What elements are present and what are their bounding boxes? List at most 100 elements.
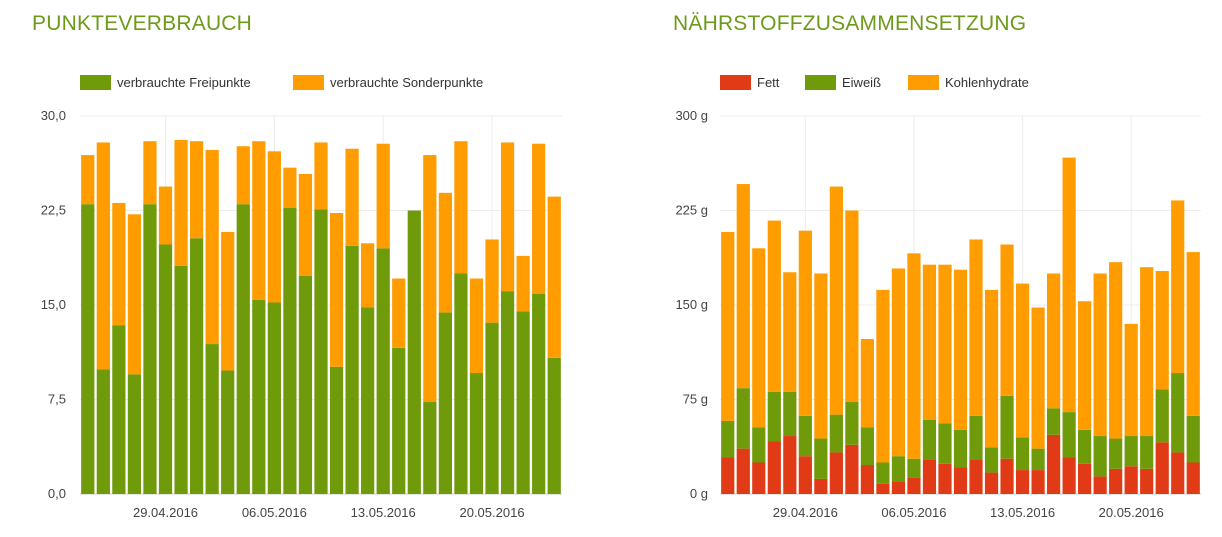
- bar-segment[interactable]: [736, 388, 750, 449]
- bar-segment[interactable]: [314, 209, 328, 495]
- bar-segment[interactable]: [814, 478, 828, 494]
- bar-segment[interactable]: [829, 452, 843, 494]
- bar-segment[interactable]: [1186, 252, 1200, 416]
- bar-segment[interactable]: [500, 142, 515, 292]
- bar-segment[interactable]: [454, 273, 468, 495]
- legend-label[interactable]: Kohlenhydrate: [945, 75, 1029, 90]
- bar-segment[interactable]: [283, 167, 297, 208]
- bar-segment[interactable]: [1031, 448, 1045, 471]
- bar-segment[interactable]: [953, 467, 968, 494]
- bar-segment[interactable]: [783, 272, 797, 392]
- bar-segment[interactable]: [174, 139, 188, 266]
- bar-segment[interactable]: [922, 459, 937, 494]
- bar-segment[interactable]: [1124, 323, 1138, 437]
- bar-segment[interactable]: [345, 148, 359, 246]
- bar-segment[interactable]: [1171, 373, 1185, 453]
- bar-segment[interactable]: [860, 465, 874, 494]
- legend-swatch[interactable]: [908, 75, 939, 90]
- bar-segment[interactable]: [1047, 408, 1061, 435]
- bar-segment[interactable]: [236, 204, 250, 494]
- bar-segment[interactable]: [984, 289, 999, 448]
- bar-segment[interactable]: [953, 429, 968, 468]
- bar-segment[interactable]: [81, 155, 95, 205]
- legend-swatch[interactable]: [293, 75, 324, 90]
- bar-segment[interactable]: [1155, 270, 1169, 390]
- bar-segment[interactable]: [1000, 395, 1014, 459]
- bar-segment[interactable]: [969, 415, 983, 460]
- bar-segment[interactable]: [485, 322, 499, 494]
- bar-segment[interactable]: [267, 302, 281, 494]
- bar-segment[interactable]: [516, 255, 530, 312]
- bar-segment[interactable]: [1093, 273, 1107, 437]
- bar-segment[interactable]: [860, 339, 874, 428]
- bar-segment[interactable]: [1078, 463, 1092, 494]
- bar-segment[interactable]: [174, 265, 188, 494]
- bar-segment[interactable]: [969, 239, 983, 416]
- bar-segment[interactable]: [392, 278, 406, 348]
- bar-segment[interactable]: [532, 293, 546, 494]
- bar-segment[interactable]: [438, 312, 452, 494]
- bar-segment[interactable]: [721, 457, 735, 494]
- bar-segment[interactable]: [1062, 412, 1076, 458]
- legend-label[interactable]: verbrauchte Sonderpunkte: [330, 75, 483, 90]
- bar-segment[interactable]: [143, 141, 157, 205]
- bar-segment[interactable]: [392, 347, 406, 494]
- bar-segment[interactable]: [361, 243, 375, 308]
- bar-segment[interactable]: [1078, 301, 1092, 430]
- bar-segment[interactable]: [205, 150, 219, 345]
- bar-segment[interactable]: [1047, 434, 1061, 494]
- bar-segment[interactable]: [1124, 436, 1138, 467]
- bar-segment[interactable]: [767, 220, 781, 392]
- legend-swatch[interactable]: [805, 75, 836, 90]
- bar-segment[interactable]: [158, 186, 173, 245]
- legend-label[interactable]: verbrauchte Freipunkte: [117, 75, 251, 90]
- bar-segment[interactable]: [752, 248, 766, 428]
- legend-swatch[interactable]: [720, 75, 751, 90]
- bar-segment[interactable]: [112, 325, 126, 494]
- bar-segment[interactable]: [1000, 244, 1014, 396]
- bar-segment[interactable]: [876, 462, 890, 484]
- bar-segment[interactable]: [283, 207, 297, 495]
- bar-segment[interactable]: [1109, 468, 1123, 494]
- bar-segment[interactable]: [267, 151, 281, 303]
- bar-segment[interactable]: [814, 273, 828, 439]
- bar-segment[interactable]: [314, 142, 328, 210]
- bar-segment[interactable]: [922, 264, 937, 420]
- legend-label[interactable]: Eiweiß: [842, 75, 881, 90]
- bar-segment[interactable]: [907, 477, 921, 494]
- bar-segment[interactable]: [1093, 476, 1107, 494]
- bar-segment[interactable]: [1186, 462, 1200, 495]
- legend-swatch[interactable]: [80, 75, 111, 90]
- bar-segment[interactable]: [752, 462, 766, 495]
- bar-segment[interactable]: [736, 184, 750, 389]
- bar-segment[interactable]: [345, 245, 359, 494]
- bar-segment[interactable]: [81, 204, 95, 494]
- bar-segment[interactable]: [1031, 470, 1045, 494]
- bar-segment[interactable]: [829, 414, 843, 453]
- bar-segment[interactable]: [907, 253, 921, 459]
- bar-segment[interactable]: [127, 214, 142, 375]
- bar-segment[interactable]: [752, 427, 766, 463]
- bar-segment[interactable]: [1124, 466, 1138, 494]
- bar-segment[interactable]: [1171, 200, 1185, 374]
- bar-segment[interactable]: [547, 196, 561, 358]
- bar-segment[interactable]: [252, 141, 266, 300]
- bar-segment[interactable]: [1078, 429, 1092, 464]
- bar-segment[interactable]: [984, 472, 999, 494]
- bar-segment[interactable]: [298, 276, 313, 494]
- bar-segment[interactable]: [938, 463, 952, 494]
- bar-segment[interactable]: [96, 142, 110, 370]
- bar-segment[interactable]: [376, 143, 390, 249]
- bar-segment[interactable]: [767, 391, 781, 442]
- bar-segment[interactable]: [1000, 458, 1014, 494]
- bar-segment[interactable]: [127, 374, 142, 494]
- bar-segment[interactable]: [423, 402, 437, 494]
- bar-segment[interactable]: [1015, 283, 1030, 438]
- bar-segment[interactable]: [1093, 436, 1107, 477]
- bar-segment[interactable]: [516, 311, 530, 494]
- bar-segment[interactable]: [1140, 436, 1154, 469]
- bar-segment[interactable]: [783, 391, 797, 437]
- bar-segment[interactable]: [190, 238, 204, 494]
- bar-segment[interactable]: [829, 186, 843, 415]
- bar-segment[interactable]: [922, 419, 937, 460]
